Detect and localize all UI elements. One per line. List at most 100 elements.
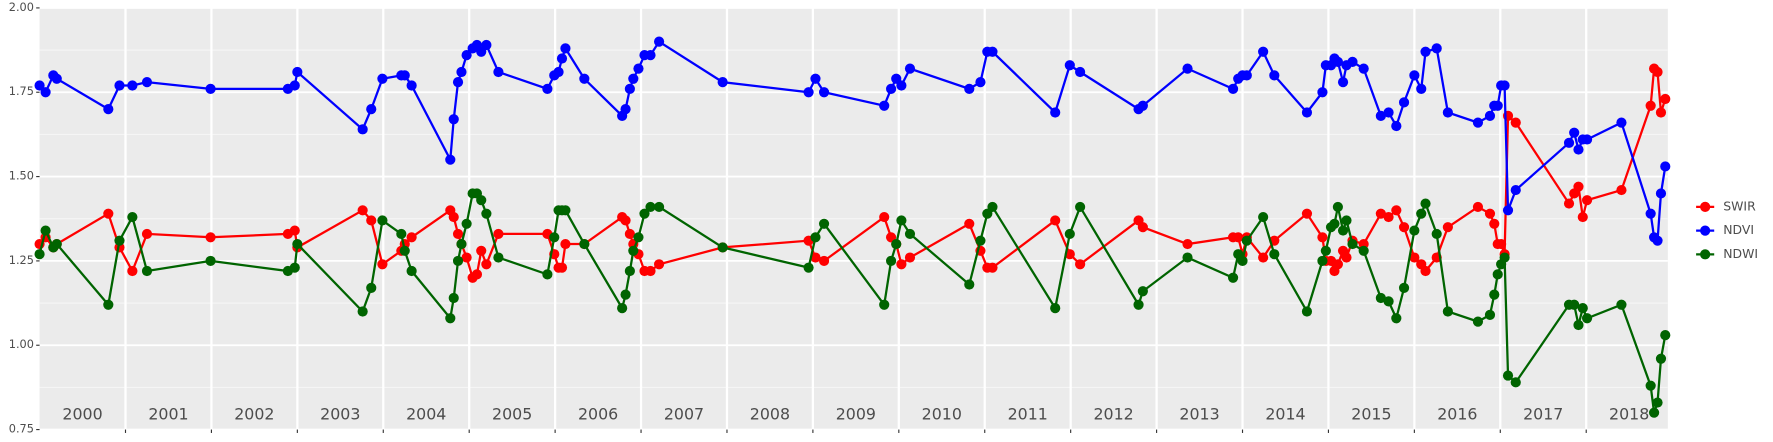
- data-point: [1442, 107, 1453, 118]
- year-label: 2012: [1094, 404, 1134, 423]
- data-point: [624, 265, 635, 277]
- data-point: [579, 73, 590, 84]
- year-label: 2005: [492, 404, 532, 423]
- data-point: [818, 87, 830, 98]
- data-point: [1416, 208, 1427, 219]
- data-point: [289, 80, 300, 91]
- year-label: 2004: [406, 404, 446, 423]
- data-point: [1431, 43, 1442, 54]
- data-point: [1484, 110, 1496, 121]
- data-point: [560, 205, 571, 216]
- data-point: [1320, 245, 1331, 256]
- data-point: [885, 255, 897, 266]
- data-point: [1577, 211, 1588, 223]
- data-point: [461, 50, 472, 61]
- data-point: [624, 83, 635, 94]
- data-point: [1329, 218, 1340, 229]
- data-point: [987, 262, 998, 273]
- data-point: [1581, 195, 1593, 206]
- data-point: [1137, 222, 1148, 233]
- data-point: [481, 259, 492, 270]
- data-point: [141, 265, 153, 277]
- data-point: [654, 259, 665, 270]
- data-point: [879, 299, 890, 310]
- data-point: [1269, 249, 1280, 260]
- data-point: [654, 36, 665, 47]
- data-point: [1484, 208, 1496, 219]
- data-point: [1341, 215, 1352, 226]
- data-point: [1391, 313, 1402, 324]
- data-point: [620, 104, 631, 115]
- data-point: [493, 66, 504, 78]
- year-label: 2009: [836, 404, 876, 423]
- year-label: 2011: [1008, 404, 1048, 423]
- data-point: [377, 215, 388, 226]
- data-point: [456, 238, 467, 250]
- data-point: [1182, 238, 1193, 250]
- data-point: [366, 282, 377, 293]
- data-point: [818, 255, 830, 266]
- data-point: [1075, 66, 1086, 78]
- data-point: [103, 299, 114, 310]
- data-point: [1064, 60, 1075, 71]
- data-point: [1569, 299, 1580, 310]
- data-point: [1660, 161, 1671, 172]
- data-point: [448, 211, 459, 223]
- data-point: [803, 87, 814, 98]
- data-point: [1409, 70, 1420, 81]
- data-point: [1472, 316, 1484, 327]
- legend-key-point: [1700, 249, 1711, 260]
- data-point: [377, 259, 388, 270]
- y-tick-label: 0.75: [9, 423, 34, 436]
- data-point: [803, 262, 814, 273]
- data-point: [205, 83, 216, 94]
- data-point: [628, 73, 639, 84]
- data-point: [1649, 407, 1660, 418]
- data-point: [448, 292, 459, 304]
- y-tick-label: 1.00: [9, 338, 34, 351]
- data-point: [452, 77, 464, 88]
- data-point: [1563, 198, 1575, 209]
- data-point: [34, 249, 45, 260]
- data-point: [891, 238, 902, 250]
- data-point: [1616, 299, 1627, 310]
- data-point: [40, 225, 51, 236]
- data-point: [452, 228, 464, 240]
- data-point: [879, 211, 890, 223]
- data-point: [1499, 252, 1510, 263]
- data-point: [1660, 330, 1671, 341]
- data-point: [987, 201, 998, 213]
- data-point: [1137, 100, 1148, 111]
- data-point: [1332, 201, 1343, 213]
- data-point: [127, 211, 138, 223]
- legend-label: NDVI: [1723, 222, 1754, 237]
- data-point: [556, 53, 568, 64]
- data-point: [1301, 208, 1313, 219]
- data-point: [975, 235, 986, 246]
- data-point: [1337, 225, 1349, 236]
- data-point: [1391, 205, 1402, 216]
- data-point: [289, 225, 300, 236]
- data-point: [1347, 56, 1358, 67]
- data-point: [1237, 255, 1248, 266]
- data-point: [1577, 303, 1588, 314]
- data-point: [40, 87, 51, 98]
- data-point: [556, 262, 568, 273]
- data-point: [633, 63, 644, 74]
- data-point: [448, 114, 459, 125]
- data-point: [141, 77, 153, 88]
- data-point: [1442, 306, 1453, 317]
- year-label: 2007: [664, 404, 704, 423]
- data-point: [1655, 107, 1667, 118]
- year-label: 2014: [1265, 404, 1305, 423]
- data-point: [396, 228, 407, 240]
- data-point: [964, 83, 975, 94]
- data-point: [1510, 184, 1521, 196]
- data-point: [406, 232, 417, 243]
- data-point: [461, 252, 472, 263]
- data-point: [620, 289, 631, 300]
- data-point: [1489, 218, 1500, 229]
- year-label: 2010: [922, 404, 962, 423]
- year-label: 2017: [1523, 404, 1563, 423]
- data-point: [399, 70, 410, 81]
